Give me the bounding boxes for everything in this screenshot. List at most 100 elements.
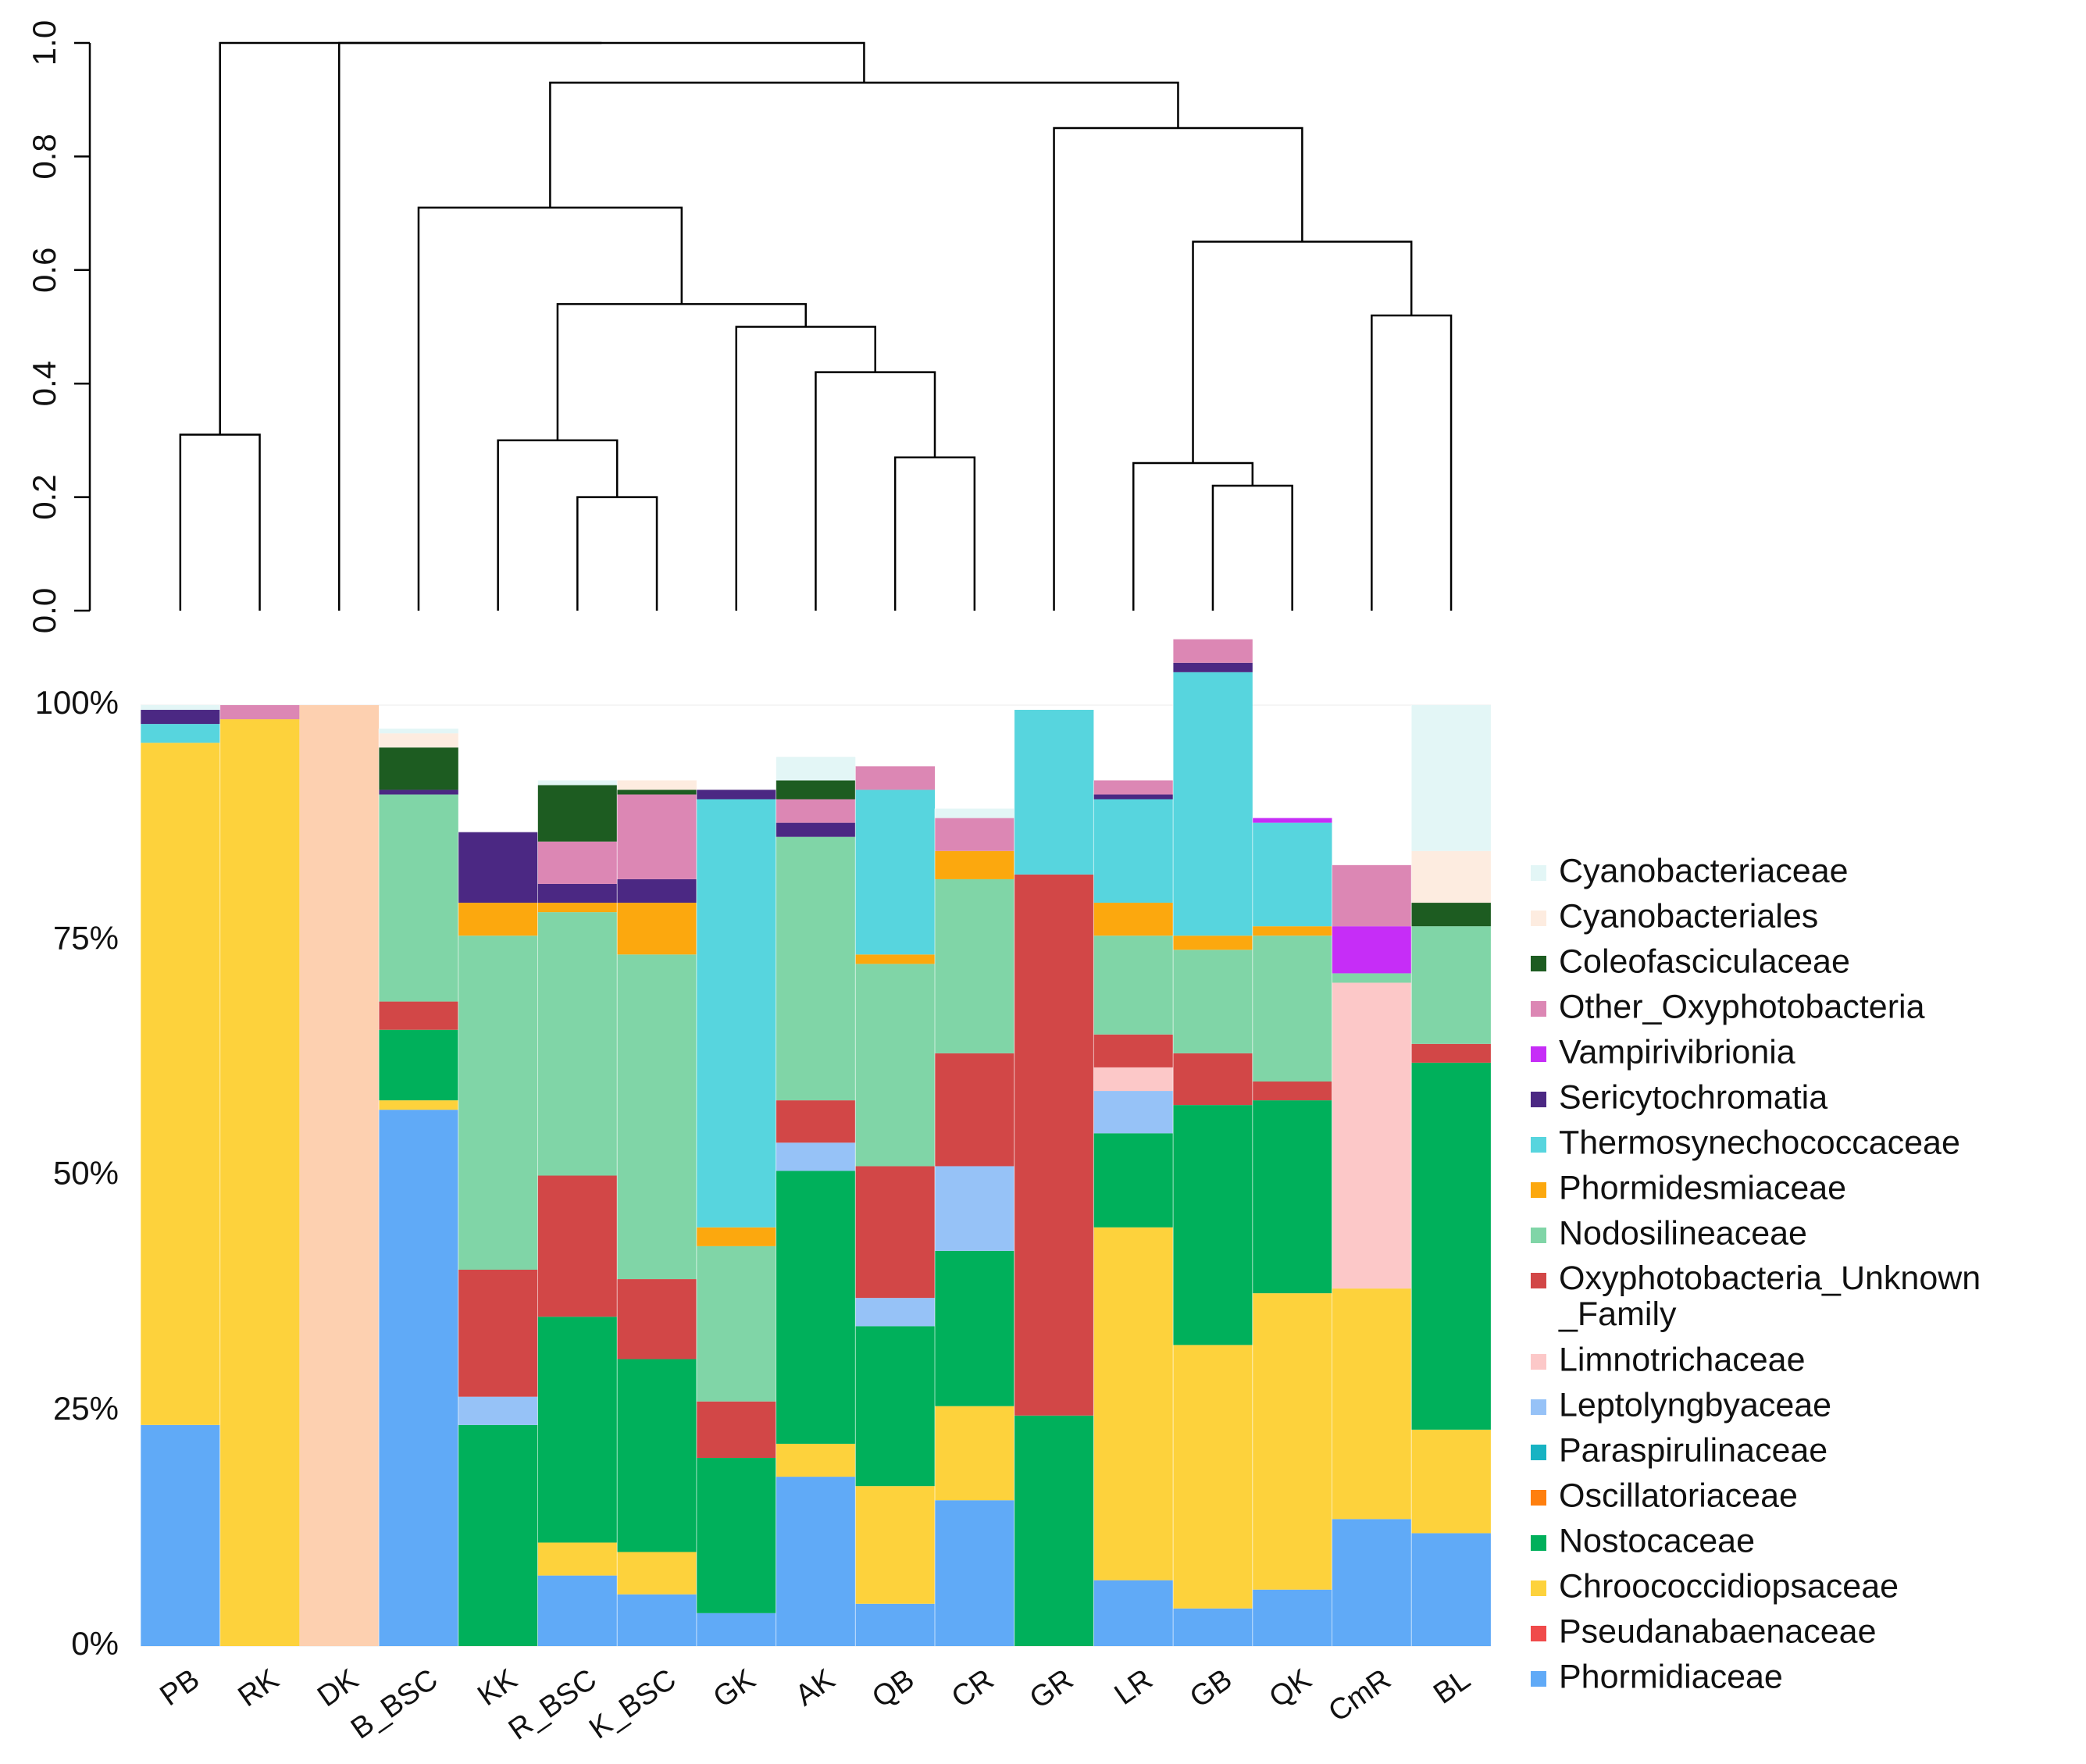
bar-y-tick-label: 100% xyxy=(35,684,119,721)
legend-swatch-Cyanobacteriales xyxy=(1531,911,1546,926)
bar-segment-Chroococcidiopsaceae xyxy=(617,1552,697,1595)
legend-label-Phormidiaceae: Phormidiaceae xyxy=(1559,1658,1783,1695)
bar-segment-Chroococcidiopsaceae xyxy=(1332,1288,1412,1520)
dendrogram-link xyxy=(417,206,683,611)
bar-x-tick-label: GR xyxy=(1024,1663,1079,1716)
dendrogram-link xyxy=(556,303,807,440)
bar-segment-Nostocaceae xyxy=(1014,1415,1094,1646)
dendrogram-link xyxy=(549,81,1179,208)
bar-segment-Phormidiaceae xyxy=(1252,1589,1332,1646)
bar-segment-Nodosilineaceae xyxy=(935,878,1014,1053)
bar-segment-Thermosynechococcaceae xyxy=(1173,672,1253,936)
legend-swatch-Vampirivibrionia xyxy=(1531,1046,1546,1062)
bar-segment-Oxyphotobacteria_Unknown_Family xyxy=(776,1100,856,1143)
bar-segment-Thermosynechococcaceae xyxy=(1014,710,1094,875)
bar-segment-Thermosynechococcaceae xyxy=(855,789,935,955)
bar-segment-Phormidiaceae xyxy=(379,1110,458,1646)
dendrogram-link xyxy=(893,456,976,611)
bar-segment-Limnotrichaceae xyxy=(1332,982,1412,1289)
bar-y-tick-label: 75% xyxy=(53,919,119,956)
bar-segment-Other_Oxyphotobacteria xyxy=(935,818,1014,851)
bar-x-tick-label: BL xyxy=(1428,1663,1476,1711)
bar-segment-Sericytochromatia xyxy=(617,878,697,903)
bar-x-tick-label: PB xyxy=(155,1663,206,1712)
dendrogram-link xyxy=(1371,314,1453,611)
legend-label-Vampirivibrionia: Vampirivibrionia xyxy=(1559,1033,1795,1071)
bar-segment-Chroococcidiopsaceae xyxy=(1173,1345,1253,1609)
bar-segment-Thermosynechococcaceae xyxy=(1093,799,1174,903)
bar-segment-Coleofasciculaceae xyxy=(379,747,458,790)
legend-label-Other_Oxyphotobacteria: Other_Oxyphotobacteria xyxy=(1559,988,1925,1025)
bar-x-tick-label: AK xyxy=(790,1663,841,1712)
legend-swatch-Nodosilineaceae xyxy=(1531,1228,1546,1243)
legend-label-Nostocaceae: Nostocaceae xyxy=(1559,1522,1755,1559)
bar-segment-Coleofasciculaceae xyxy=(776,780,856,800)
bar-segment-Thermosynechococcaceae xyxy=(696,799,776,1228)
dendrogram-link xyxy=(1053,127,1303,611)
bar-x-tick-label: KK xyxy=(472,1663,523,1712)
dendrogram-y-axis: 0.0 0.2 0.4 0.6 0.8 1.0 xyxy=(26,20,91,633)
bar-x-tick-label: B_BSC xyxy=(345,1663,444,1746)
bar-segment-Oxyphotobacteria_Unknown_Family xyxy=(696,1401,776,1458)
legend-label-Nodosilineaceae: Nodosilineaceae xyxy=(1559,1214,1807,1252)
bar-segment-Oxyphotobacteria_Unknown_Family xyxy=(379,1001,458,1030)
bar-segment-Phormidiaceae xyxy=(776,1477,856,1646)
legend-label-line: Oxyphotobacteria_Unknown xyxy=(1559,1260,1981,1297)
bar-segment-Nodosilineaceae xyxy=(537,912,618,1176)
legend-swatch-Phormidesmiaceae xyxy=(1531,1182,1546,1198)
bar-y-tick-label: 50% xyxy=(53,1155,119,1192)
bar-segment-Chroococcidiopsaceae xyxy=(1411,1429,1491,1534)
dendrogram-link xyxy=(219,41,602,435)
bar-x-tick-label: GB xyxy=(1184,1663,1238,1715)
legend-swatch-Paraspirulinaceae xyxy=(1531,1445,1546,1460)
bar-segment-Leptolyngbyaceae xyxy=(935,1166,1014,1251)
bar-segment-Oxyphotobacteria_Unknown_Family xyxy=(1093,1034,1174,1067)
bar-segment-Phormidesmiaceae xyxy=(1093,903,1174,936)
bar-segment-Sericytochromatia xyxy=(458,832,538,903)
bar-x-tick-label: R_BSC xyxy=(503,1663,603,1747)
bar-segment-Sericytochromatia xyxy=(776,822,856,837)
bar-segment-Chroococcidiopsaceae xyxy=(935,1406,1014,1501)
bar-segment-Cyanobacteriaceae xyxy=(537,780,618,786)
bar-segment-Nodosilineaceae xyxy=(776,836,856,1101)
legend-label-Oscillatoriaceae: Oscillatoriaceae xyxy=(1559,1477,1798,1514)
bar-segment-Phormidesmiaceae xyxy=(617,903,697,955)
legend-swatch-Pseudanabaenaceae xyxy=(1531,1626,1546,1641)
bar-segment-Nodosilineaceae xyxy=(1093,935,1174,1035)
dendrogram-links xyxy=(179,41,1453,611)
bar-segment-Phormidiaceae xyxy=(1332,1519,1412,1646)
legend-label-Chroococcidiopsaceae: Chroococcidiopsaceae xyxy=(1559,1567,1899,1605)
bar-segment-Chroococcidiopsaceae xyxy=(776,1443,856,1477)
bar-segment-Oxyphotobacteria_Unknown_Family xyxy=(458,1270,538,1397)
bar-segment-Phormidesmiaceae xyxy=(855,954,935,964)
legend-swatch-Oxyphotobacteria_Unknown_Family xyxy=(1531,1273,1546,1288)
bar-segment-Other_Oxyphotobacteria xyxy=(617,794,697,879)
stacked-bars xyxy=(140,639,1491,1647)
bar-segment-Thermosynechococcaceae xyxy=(141,724,220,743)
bar-x-tick-label: CmR xyxy=(1323,1663,1397,1729)
bar-segment-Oxyphotobacteria_Unknown_Family xyxy=(935,1053,1014,1167)
dendrogram-tick-label: 0.4 xyxy=(26,361,62,406)
bar-segment-Cyanobacteriaceae xyxy=(141,705,220,711)
bar-segment-Nostocaceae xyxy=(696,1458,776,1613)
bar-segment-Chroococcidiopsaceae xyxy=(537,1542,618,1576)
bar-segment-Leptolyngbyaceae xyxy=(776,1142,856,1171)
legend-label-Paraspirulinaceae: Paraspirulinaceae xyxy=(1559,1431,1827,1469)
legend-swatch-Nostocaceae xyxy=(1531,1535,1546,1551)
legend-label-Cyanobacteriales: Cyanobacteriales xyxy=(1559,897,1818,935)
legend-swatch-Oscillatoriaceae xyxy=(1531,1490,1546,1506)
bar-segment-Nostocaceae xyxy=(617,1359,697,1552)
dendrogram-tick-label: 0.0 xyxy=(26,588,62,633)
bar-segment-Nostocaceae xyxy=(458,1424,538,1646)
bar-segment-Other_Oxyphotobacteria xyxy=(1093,780,1174,795)
bar-segment-Nodosilineaceae xyxy=(617,954,697,1280)
legend-label-Coleofasciculaceae: Coleofasciculaceae xyxy=(1559,943,1850,980)
bar-x-tick-label: DK xyxy=(312,1663,364,1714)
bar-x-tick-label: CR xyxy=(946,1663,1000,1715)
bar-segment-Phormidiaceae xyxy=(537,1575,618,1646)
dendrogram-tick-label: 0.2 xyxy=(26,474,62,519)
bar-segment-Oxyphotobacteria_Unknown_Family xyxy=(855,1166,935,1299)
bar-segment-Phormidesmiaceae xyxy=(1252,926,1332,936)
legend-label-Pseudanabaenaceae: Pseudanabaenaceae xyxy=(1559,1613,1876,1650)
bar-segment-Nostocaceae xyxy=(537,1317,618,1543)
